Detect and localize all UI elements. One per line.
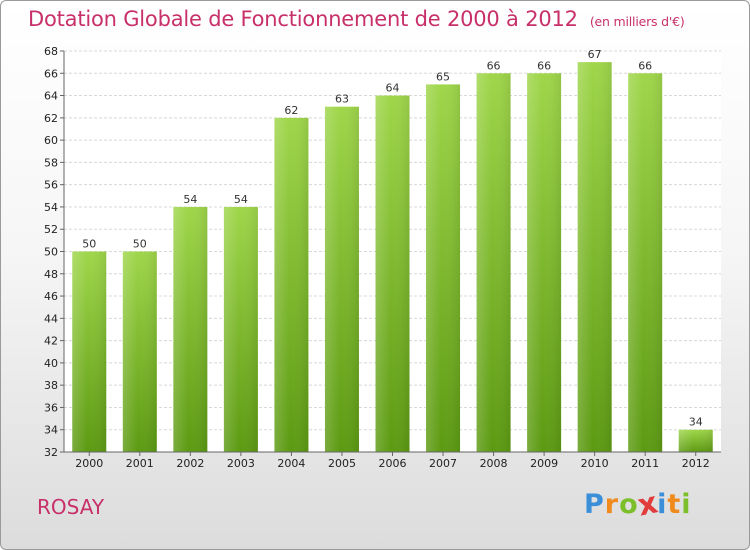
y-tick-label: 68 [44,45,58,58]
data-labels: 50 50 54 54 62 63 64 65 66 66 67 66 34 [82,48,702,429]
x-tick-label: 2008 [480,457,508,470]
x-tick-label: 2005 [328,457,356,470]
x-tick-label: 2001 [126,457,154,470]
proxiti-logo[interactable]: Proxiti [584,486,692,524]
data-label: 50 [82,238,96,251]
x-tick-label: 2012 [682,457,710,470]
chart-title: Dotation Globale de Fonctionnement de 20… [28,7,685,31]
y-tick-label: 56 [44,179,58,192]
y-tick-label: 34 [44,424,58,437]
bar-shine [678,429,713,452]
bar-shine [173,206,208,452]
x-tick-label: 2010 [581,457,609,470]
logo-letter: i [657,489,668,520]
bar-shine [577,62,612,453]
bar-shine [476,73,511,453]
y-tick-label: 48 [44,268,58,281]
bar-shine [628,73,663,453]
x-tick-labels: 2000 2001 2002 2003 2004 2005 2006 2007 2008 2009… [75,452,710,470]
bar-shine [223,206,258,452]
x-tick-label: 2006 [379,457,407,470]
y-tick-label: 42 [44,335,58,348]
y-tick-label: 32 [44,446,58,459]
data-label: 54 [234,193,248,206]
data-label: 66 [638,59,652,72]
data-label: 66 [537,59,551,72]
y-tick-label: 64 [44,90,58,103]
data-label: 62 [284,104,298,117]
data-label: 67 [588,48,602,61]
bar-shine [122,251,157,452]
data-label: 34 [689,416,703,429]
data-label: 63 [335,93,349,106]
y-tick-label: 62 [44,112,58,125]
x-tick-label: 2004 [277,457,305,470]
y-tick-label: 38 [44,379,58,392]
x-tick-label: 2009 [530,457,558,470]
y-tick-label: 66 [44,67,58,80]
bar-shine [375,95,410,453]
commune-name: ROSAY [37,495,105,519]
data-label: 66 [487,59,501,72]
logo-letter: P [584,489,605,520]
y-tick-label: 52 [44,223,58,236]
y-tick-labels: 32 34 36 38 40 42 44 46 48 50 52 54 56 58 60 62 64 66 68 [44,45,58,459]
y-tick-label: 40 [44,357,58,370]
x-tick-label: 2011 [631,457,659,470]
y-tick-label: 54 [44,201,58,214]
data-label: 50 [133,238,147,251]
y-tick-label: 60 [44,134,58,147]
y-tick-label: 58 [44,156,58,169]
bar-shine [324,106,359,452]
logo-letter: t [667,489,682,520]
bar-shine [426,84,461,453]
chart-subtitle: (en milliers d'€) [589,14,685,29]
data-label: 54 [183,193,197,206]
logo-letter: r [604,489,620,520]
bar-shine [72,251,107,452]
data-label: 64 [386,82,400,95]
bar-shine [274,117,309,452]
bar-shine [527,73,562,453]
y-tick-label: 46 [44,290,58,303]
x-tick-label: 2007 [429,457,457,470]
data-label: 65 [436,70,450,83]
x-tick-label: 2003 [227,457,255,470]
y-tick-label: 44 [44,312,58,325]
bars [72,62,713,453]
logo-letter: i [681,489,692,520]
chart-title-text: Dotation Globale de Fonctionnement de 20… [28,7,578,31]
y-tick-label: 36 [44,401,58,414]
logo-letter: o [619,489,639,520]
x-tick-label: 2000 [75,457,103,470]
y-tick-label: 50 [44,246,58,259]
x-tick-label: 2002 [176,457,204,470]
